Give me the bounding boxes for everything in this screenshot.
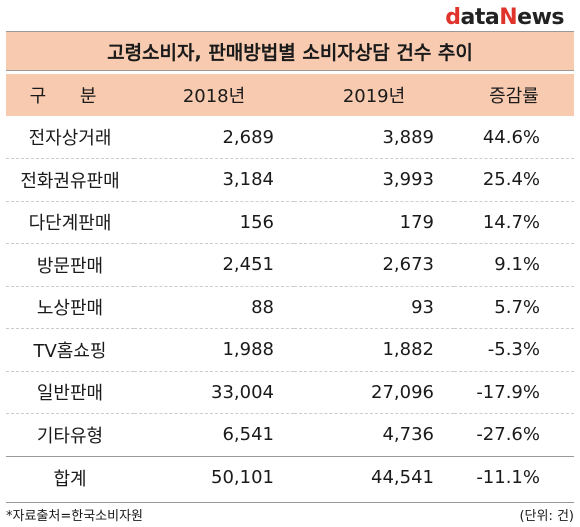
row-2018: 33,004 [134,370,294,414]
row-2019: 93 [294,285,454,329]
row-2018: 6,541 [134,413,294,456]
header-category: 구 분 [29,86,111,107]
row-2018: 2,451 [134,243,294,286]
row-2019: 4,736 [294,413,454,456]
row-2018: 156 [134,200,294,244]
footer: *자료출처=한국소비자원 (단위: 건) [6,505,574,524]
header-2018: 2018년 [182,86,246,107]
table-top-border [6,74,574,75]
row-rate: 25.4% [454,158,574,201]
row-2018: 1,988 [134,328,294,371]
row-category: 방문판매 [6,243,134,286]
datanews-logo: dataNews [445,5,564,30]
row-rate: 5.7% [454,285,574,329]
table-row: 방문판매 2,451 2,673 9.1% [6,243,574,286]
row-category: 전화권유판매 [6,158,134,201]
total-row: 합계 50,101 44,541 -11.1% [6,455,574,499]
row-rate: -27.6% [454,413,574,456]
table-row: 노상판매 88 93 5.7% [6,285,574,329]
table-row: 일반판매 33,004 27,096 -17.9% [6,370,574,414]
table-bottom-border [6,502,574,503]
total-2019: 44,541 [294,455,454,499]
table-row: 전화권유판매 3,184 3,993 25.4% [6,158,574,201]
table-row: TV홈쇼핑 1,988 1,882 -5.3% [6,328,574,371]
table-row: 기타유형 6,541 4,736 -27.6% [6,413,574,456]
row-2018: 3,184 [134,158,294,201]
header-row: 구 분 2018년 2019년 증감률 [6,74,574,116]
total-category: 합계 [6,455,134,499]
header-rate: 증감률 [489,86,539,107]
table-row: 다단계판매 156 179 14.7% [6,200,574,244]
row-category: TV홈쇼핑 [6,328,134,371]
consultation-table: 구 분 2018년 2019년 증감률 전자상거래 2,689 3,889 44… [6,74,574,499]
row-2019: 3,993 [294,158,454,201]
row-2019: 3,889 [382,126,434,148]
row-rate: 44.6% [482,126,540,148]
row-2019: 1,882 [294,328,454,371]
row-category: 노상판매 [6,285,134,329]
row-2019: 179 [294,200,454,244]
table-title-text: 고령소비자, 판매방법별 소비자상담 건수 추이 [107,41,473,64]
row-rate: 14.7% [454,200,574,244]
row-2018: 88 [134,285,294,329]
row-2019: 2,673 [294,243,454,286]
total-2018: 50,101 [134,455,294,499]
row-category: 일반판매 [6,370,134,414]
table-title: 고령소비자, 판매방법별 소비자상담 건수 추이 [6,31,574,71]
source-note: *자료출처=한국소비자원 [6,509,143,524]
row-category: 다단계판매 [6,200,134,244]
table-row: 전자상거래 2,689 3,889 44.6% [6,116,574,159]
row-2019: 27,096 [294,370,454,414]
row-category: 전자상거래 [28,128,112,149]
row-rate: 9.1% [454,243,574,286]
row-rate: -5.3% [454,328,574,371]
header-2019: 2019년 [342,86,406,107]
row-category: 기타유형 [6,413,134,456]
total-rate: -11.1% [454,455,574,499]
row-rate: -17.9% [454,370,574,414]
unit-note: (단위: 건) [519,509,574,524]
row-2018: 2,689 [222,126,274,148]
